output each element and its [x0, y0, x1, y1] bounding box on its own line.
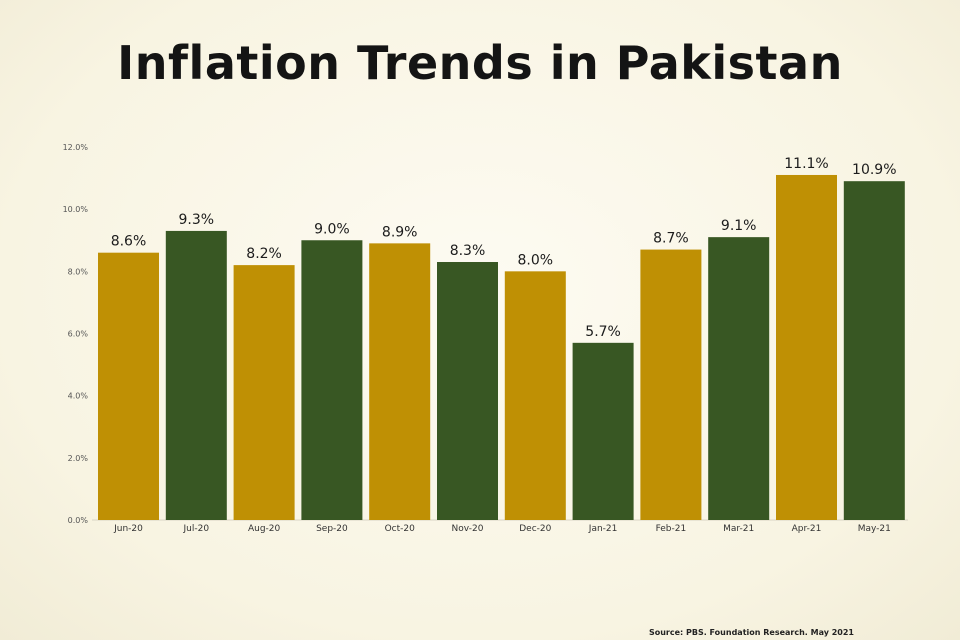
bar	[708, 237, 770, 520]
x-tick-label: Apr-21	[792, 524, 822, 534]
data-label: 8.9%	[382, 224, 418, 240]
bar	[301, 240, 363, 520]
x-tick-label: May-21	[858, 524, 891, 534]
data-label: 9.3%	[179, 212, 215, 228]
source-note: Source: PBS. Foundation Research. May 20…	[648, 628, 854, 637]
bar	[165, 230, 227, 521]
x-tick-label: Jul-20	[183, 524, 210, 534]
y-tick-label: 8.0%	[68, 267, 89, 276]
data-label: 10.9%	[852, 162, 896, 178]
y-tick-label: 12.0%	[63, 143, 89, 152]
x-tick-label: Nov-20	[451, 524, 483, 534]
y-tick-label: 4.0%	[68, 392, 89, 401]
x-tick-label: Feb-21	[656, 524, 687, 534]
data-label: 9.1%	[721, 218, 757, 234]
data-label: 8.0%	[518, 252, 554, 268]
bar	[98, 252, 159, 520]
data-label: 11.1%	[784, 156, 828, 172]
bar	[233, 265, 295, 520]
x-tick-label: Aug-20	[248, 524, 281, 534]
bar	[437, 262, 498, 520]
y-tick-label: 10.0%	[63, 205, 89, 214]
x-tick-label: Mar-21	[723, 524, 754, 534]
x-tick-label: Dec-20	[519, 524, 551, 534]
y-tick-label: 6.0%	[68, 330, 89, 339]
bar	[369, 243, 431, 520]
x-tick-label: Sep-20	[316, 524, 348, 534]
bar	[640, 249, 702, 520]
chart-title: Inflation Trends in Pakistan	[117, 36, 843, 90]
bar	[843, 181, 905, 521]
x-tick-label: Jun-20	[113, 524, 143, 534]
data-label: 5.7%	[585, 324, 621, 340]
bar	[572, 342, 634, 520]
bar	[504, 271, 566, 520]
x-tick-label: Jan-21	[588, 524, 618, 534]
data-label: 8.2%	[246, 246, 282, 262]
bar	[776, 174, 837, 520]
y-tick-label: 2.0%	[68, 454, 89, 463]
data-label: 8.6%	[111, 234, 147, 250]
x-tick-label: Oct-20	[385, 524, 416, 534]
data-label: 9.0%	[314, 221, 350, 237]
y-tick-label: 0.0%	[68, 516, 89, 525]
data-label: 8.3%	[450, 243, 486, 259]
data-label: 8.7%	[653, 231, 689, 247]
